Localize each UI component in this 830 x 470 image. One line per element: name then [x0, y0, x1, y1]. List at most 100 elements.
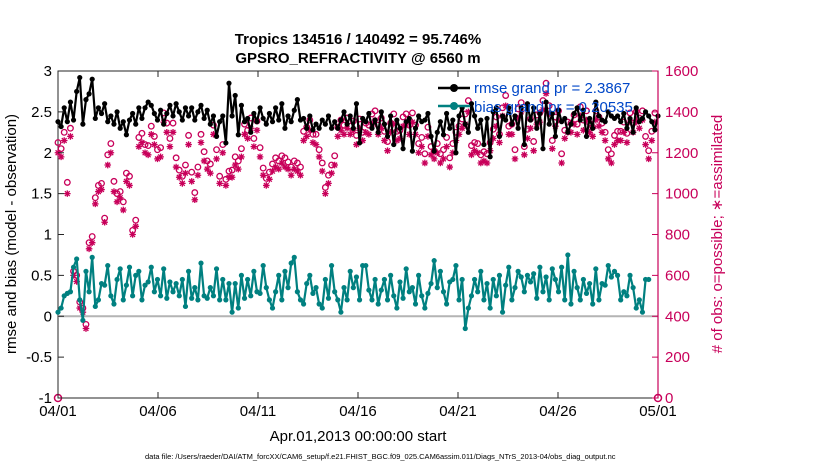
obs-assimilated-point	[191, 196, 199, 204]
rmse-point	[444, 110, 450, 117]
bias-point	[496, 272, 503, 278]
rmse-point	[300, 115, 307, 122]
rmse-point	[353, 101, 360, 107]
rmse-point	[540, 146, 546, 152]
obs-assimilated-point	[303, 133, 311, 140]
bias-point	[475, 289, 481, 295]
rmse-point	[170, 113, 176, 119]
bias-point	[493, 293, 499, 299]
bias-point	[636, 297, 642, 303]
obs-assimilated-point	[604, 155, 612, 163]
bias-point	[232, 280, 238, 287]
bias-point	[297, 297, 304, 303]
obs-assimilated-point	[418, 143, 426, 150]
bias-point	[111, 301, 117, 307]
bias-point	[294, 289, 300, 295]
obs-possible-point	[91, 194, 99, 202]
obs-assimilated-point	[64, 190, 71, 197]
obs-assimilated-point	[328, 169, 335, 177]
bias-point	[176, 293, 182, 299]
obs-possible-point	[63, 178, 71, 186]
obs-assimilated-point	[322, 190, 329, 197]
bias-point	[55, 309, 61, 315]
obs-assimilated-point	[138, 139, 146, 146]
obs-assimilated-point	[589, 133, 597, 140]
rmse-point	[276, 117, 282, 123]
rmse-point	[229, 113, 235, 119]
obs-possible-point	[297, 163, 304, 171]
bias-point	[471, 276, 478, 283]
obs-possible-point	[126, 172, 133, 180]
rmse-point	[450, 117, 456, 123]
obs-assimilated-point	[278, 159, 286, 167]
bias-point	[431, 258, 437, 264]
obs-assimilated-point	[82, 325, 90, 332]
bias-point	[151, 289, 157, 295]
obs-assimilated-point	[583, 116, 590, 124]
rmse-point	[602, 119, 608, 125]
bias-point	[322, 276, 328, 283]
chart-subtitle: GPSRO_REFRACTIVITY @ 6560 m	[235, 50, 480, 67]
obs-assimilated-point	[213, 155, 220, 163]
bias-point	[157, 293, 164, 299]
obs-assimilated-point	[567, 129, 575, 136]
obs-assimilated-point	[294, 167, 301, 175]
obs-assimilated-point	[539, 106, 547, 114]
bias-point	[86, 289, 92, 295]
obs-assimilated-point	[530, 147, 537, 155]
bias-point	[406, 289, 412, 295]
obs-assimilated-point	[343, 124, 351, 132]
bias-point	[527, 279, 534, 285]
obs-assimilated-point	[468, 151, 475, 159]
bias-point	[537, 264, 543, 270]
rmse-point	[182, 105, 189, 111]
bias-point	[350, 285, 356, 291]
obs-assimilated-point	[378, 124, 385, 132]
obs-assimilated-point	[601, 137, 609, 144]
rmse-point	[518, 105, 524, 111]
rmse-point	[431, 148, 437, 154]
bias-point	[304, 280, 310, 287]
obs-assimilated-point	[480, 157, 488, 165]
rmse-point	[322, 121, 328, 127]
bias-point	[148, 264, 154, 270]
bias-point	[92, 303, 98, 310]
obs-possible-point	[408, 109, 416, 117]
rmse-point	[593, 99, 599, 105]
obs-assimilated-point	[309, 139, 317, 146]
rmse-point	[201, 115, 207, 122]
rmse-point	[245, 115, 251, 122]
rmse-point	[391, 141, 397, 148]
rmse-point	[176, 109, 182, 115]
rmse-point	[142, 105, 148, 111]
rmse-point	[338, 117, 344, 123]
rmse-point	[621, 110, 627, 117]
rmse-point	[568, 121, 574, 127]
bias-point	[611, 268, 618, 274]
bias-point	[518, 274, 524, 280]
chart-title: Tropics 134516 / 140492 = 95.746%	[235, 31, 481, 48]
bias-point	[74, 256, 80, 262]
rmse-point	[77, 74, 83, 81]
bias-point	[391, 293, 397, 299]
rmse-point	[381, 121, 388, 127]
bias-point	[440, 289, 447, 295]
bias-point	[621, 289, 627, 295]
bias-point	[344, 297, 350, 303]
rmse-point	[493, 105, 499, 111]
obs-possible-point	[259, 164, 267, 172]
bias-point	[419, 293, 425, 299]
bias-point	[220, 276, 226, 283]
obs-possible-point	[185, 131, 193, 139]
bias-point	[397, 279, 403, 285]
rmse-point	[499, 113, 506, 119]
bias-point	[319, 305, 325, 311]
bias-point	[114, 276, 120, 283]
bias-point	[182, 303, 189, 310]
bias-point	[459, 276, 465, 283]
obs-assimilated-point	[443, 143, 450, 150]
obs-assimilated-point	[101, 218, 108, 226]
obs-possible-point	[119, 198, 127, 206]
rmse-point	[108, 113, 114, 119]
obs-assimilated-point	[477, 159, 485, 167]
